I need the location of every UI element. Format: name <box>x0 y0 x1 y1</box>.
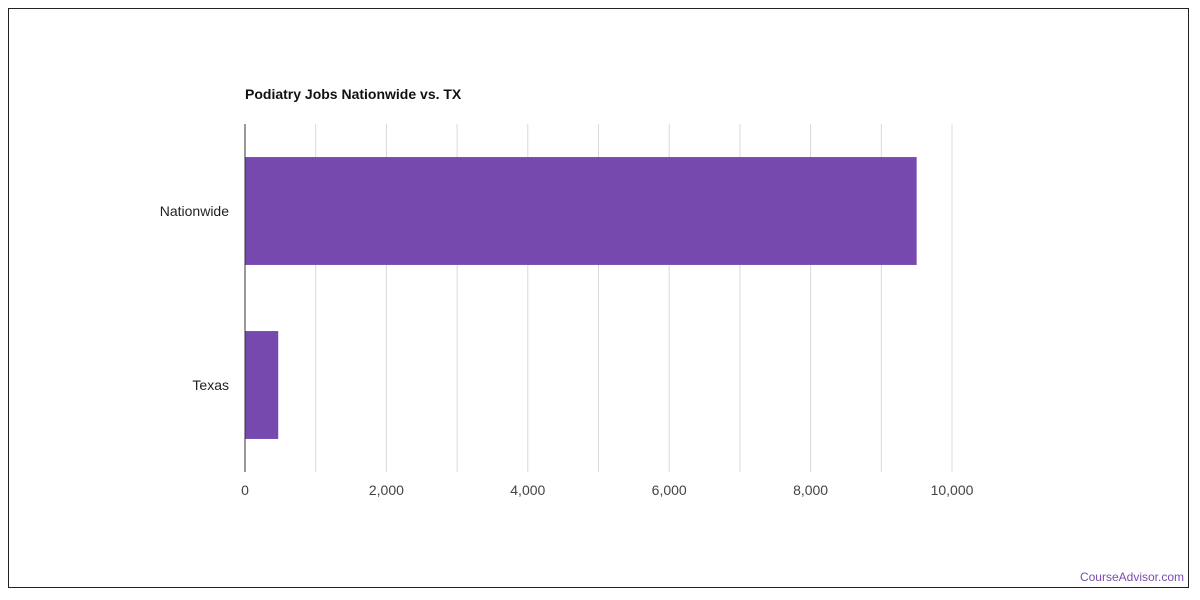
category-label-texas: Texas <box>192 377 229 393</box>
category-label-nationwide: Nationwide <box>160 203 229 219</box>
x-tick-label: 4,000 <box>510 482 545 498</box>
x-tick-label: 0 <box>241 482 249 498</box>
watermark[interactable]: CourseAdvisor.com <box>1079 570 1184 584</box>
x-tick-labels: 0 2,000 4,000 6,000 8,000 10,000 <box>241 482 974 498</box>
x-tick-label: 8,000 <box>793 482 828 498</box>
bar-nationwide <box>245 157 917 265</box>
x-tick-label: 10,000 <box>931 482 974 498</box>
x-tick-label: 2,000 <box>369 482 404 498</box>
x-tick-label: 6,000 <box>652 482 687 498</box>
bar-texas <box>245 331 279 439</box>
chart-title: Podiatry Jobs Nationwide vs. TX <box>245 86 462 102</box>
bars <box>245 157 917 439</box>
category-labels: Nationwide Texas <box>160 203 229 393</box>
